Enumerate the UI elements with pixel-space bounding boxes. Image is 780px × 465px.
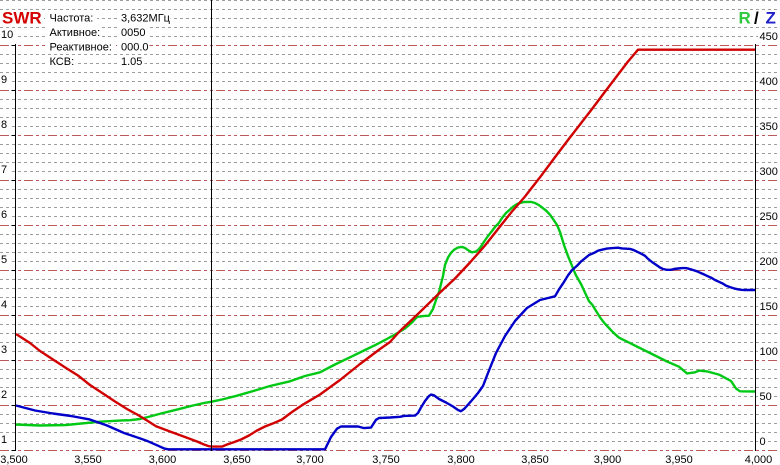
svg-text:2: 2 [1,389,7,401]
svg-text:0050: 0050 [121,27,145,39]
svg-text:Частота:: Частота: [50,12,94,24]
svg-text:3,650: 3,650 [223,454,251,465]
svg-text:Активное:: Активное: [50,27,101,39]
svg-text:5: 5 [1,254,7,266]
svg-text:КСВ:: КСВ: [50,56,75,68]
svg-text:1.05: 1.05 [121,56,142,68]
svg-text:SWR: SWR [2,9,42,28]
svg-text:000.0: 000.0 [121,42,149,54]
svg-text:350: 350 [760,121,778,133]
svg-text:9: 9 [1,74,7,86]
svg-text:3: 3 [1,344,7,356]
svg-text:50: 50 [760,391,772,403]
svg-text:Z: Z [766,9,776,28]
svg-text:3,900: 3,900 [594,454,622,465]
svg-text:10: 10 [1,29,13,41]
svg-text:7: 7 [1,164,7,176]
svg-text:200: 200 [760,256,778,268]
svg-text:4,000: 4,000 [745,454,773,465]
svg-text:150: 150 [760,301,778,313]
svg-text:3,800: 3,800 [447,454,475,465]
svg-text:3,750: 3,750 [372,454,400,465]
svg-text:300: 300 [760,166,778,178]
svg-text:450: 450 [760,31,778,43]
svg-text:3,850: 3,850 [521,454,549,465]
svg-text:1: 1 [1,434,7,446]
svg-text:R: R [739,9,751,28]
svg-text:3,550: 3,550 [74,454,102,465]
svg-text:250: 250 [760,211,778,223]
svg-text:3,950: 3,950 [665,454,693,465]
svg-text:400: 400 [760,76,778,88]
svg-text:3,500: 3,500 [0,454,28,465]
svg-text:3,632МГц: 3,632МГц [121,12,171,24]
svg-text:3,700: 3,700 [296,454,324,465]
svg-text:6: 6 [1,209,7,221]
svg-text:4: 4 [1,299,7,311]
svg-text:/: / [754,9,759,28]
svg-text:100: 100 [760,346,778,358]
svg-text:3,600: 3,600 [149,454,177,465]
svg-text:Реактивное:: Реактивное: [50,42,112,54]
svg-text:0: 0 [760,436,766,448]
svg-text:8: 8 [1,119,7,131]
